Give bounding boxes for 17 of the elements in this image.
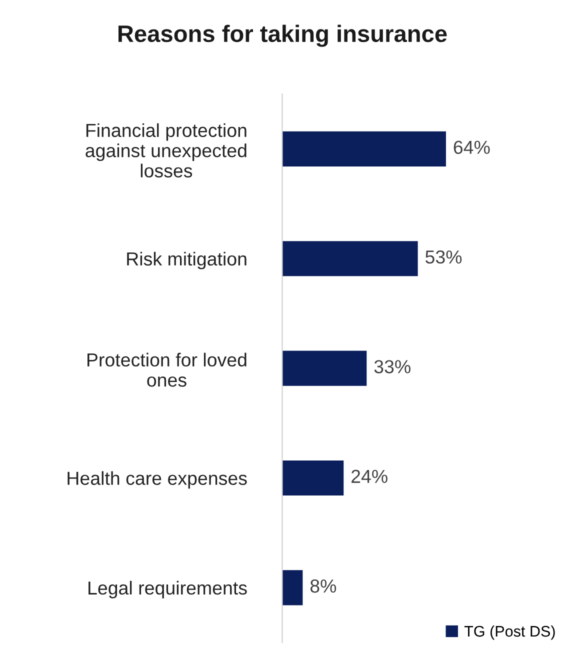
data-label: 53% [426, 250, 462, 264]
data-label: 64% [454, 140, 490, 154]
legend-label: TG (Post DS) [464, 625, 555, 640]
y-tick-label: Protection for loved ones [88, 352, 246, 387]
bar [282, 131, 446, 166]
y-tick-label: Health care expenses [68, 471, 247, 489]
y-tick-label: Financial protection against unexpected losses [86, 123, 246, 178]
y-tick-label: Legal requirements [88, 580, 247, 598]
y-tick-label: Risk mitigation [127, 252, 246, 270]
data-label: 33% [374, 360, 410, 374]
bar [282, 570, 303, 606]
bar [282, 350, 367, 386]
bar [282, 241, 418, 276]
data-label: 8% [310, 579, 336, 593]
bar [282, 460, 344, 496]
chart-title: Reasons for taking insurance [118, 24, 447, 47]
data-label: 24% [352, 470, 388, 483]
